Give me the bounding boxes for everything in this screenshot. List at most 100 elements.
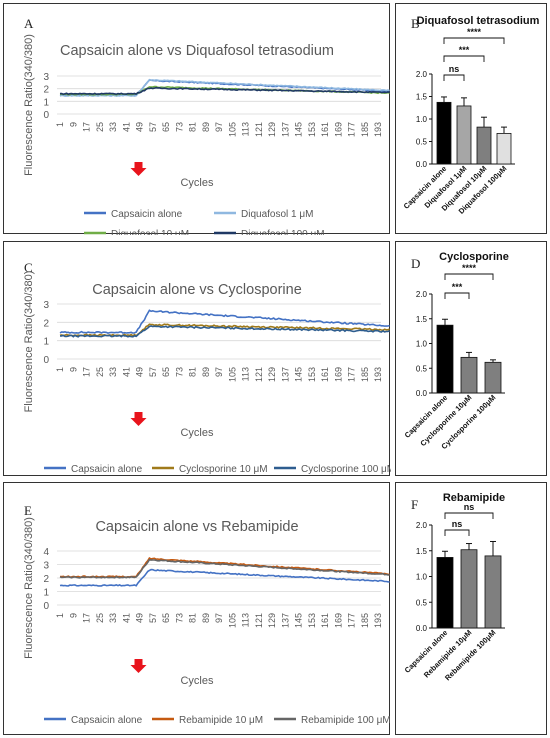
legend-label: Capsaicin alone [71,715,143,726]
significance-label: **** [462,263,477,273]
series-line [59,78,390,97]
y-axis-label: Fluorescence Ratio(340/380) [23,271,35,413]
y-tick-label: 1 [43,97,49,108]
x-tick-label: 185 [360,122,370,137]
x-tick-label: 169 [333,613,343,628]
y-tick-label: 1.5 [416,93,428,102]
y-tick-label: 1.0 [416,115,428,124]
significance-bracket [444,529,470,536]
x-tick-label: 161 [320,122,330,137]
x-tick-label: 121 [254,367,264,382]
y-tick-label: 1.5 [416,547,428,556]
significance-bracket [443,37,505,44]
x-tick-label: 81 [188,613,198,623]
x-tick-label: 1 [55,122,65,127]
x-tick-label: 9 [68,122,78,127]
x-tick-label: 41 [121,122,131,132]
y-tick-label: 1 [43,337,49,348]
x-axis-label: Cycles [180,675,214,687]
x-tick-label: 193 [373,122,383,137]
panel-letter: C [24,260,33,275]
bar [460,356,478,394]
legend-label: Cyclosporine 10 μM [179,464,268,475]
x-tick-label: 169 [333,122,343,137]
y-tick-label: 2 [43,574,49,585]
y-tick-label: 0.0 [416,160,428,169]
y-tick-label: 4 [43,547,49,558]
significance-label: **** [467,27,482,37]
bar [436,324,454,394]
y-tick-label: 3 [43,561,49,572]
x-axis-label: Cycles [180,177,214,189]
panel-letter: B [411,16,420,31]
x-tick-label: 105 [227,367,237,382]
x-tick-label: 193 [373,613,383,628]
y-tick-label: 0 [43,601,49,612]
x-tick-label: 25 [95,122,105,132]
stimulus-arrow-icon [130,659,147,673]
legend-label: Diquafosol 1 μM [241,209,313,220]
x-tick-label: 153 [307,122,317,137]
bar [496,132,512,165]
x-tick-label: 41 [121,613,131,623]
x-tick-label: 193 [373,367,383,382]
significance-label: *** [452,282,463,292]
x-tick-label: 145 [294,122,304,137]
line-panel-a: A Capsaicin alone vs Diquafosol tetrasod… [3,3,390,235]
x-tick-label: 73 [174,613,184,623]
x-tick-label: 81 [188,367,198,377]
y-tick-label: 2 [43,318,49,329]
y-tick-label: 1 [43,588,49,599]
x-tick-label: 65 [161,367,171,377]
bar-panel-b: B Diquafosol tetrasodium 0.0 0.5 1.0 1.5 2.0 C… [395,3,547,234]
y-tick-label: 1.0 [416,340,428,349]
y-tick-label: 2.0 [416,70,428,79]
x-tick-label: 105 [227,613,237,628]
significance-bracket [444,512,494,519]
legend-label: Diquafosol 100 μM [241,229,325,235]
x-tick-label: 129 [267,122,277,137]
legend-label: Capsaicin alone [71,464,143,475]
x-tick-label: 81 [188,122,198,132]
significance-label: ns [464,502,475,512]
y-tick-label: 1.5 [416,315,428,324]
x-tick-label: 25 [95,367,105,377]
bar [436,557,454,629]
panel-letter: E [24,503,32,518]
line-chart-a: Capsaicin alone vs Diquafosol tetrasodiu… [23,34,390,235]
x-tick-label: 161 [320,367,330,382]
x-tick-label: 73 [174,122,184,132]
x-tick-label: 1 [55,613,65,618]
x-tick-label: 177 [347,122,357,137]
stimulus-arrow-icon [130,412,147,426]
y-tick-label: 1.0 [416,573,428,582]
x-tick-label: 89 [201,122,211,132]
x-tick-label: 145 [294,367,304,382]
y-tick-label: 2.0 [416,521,428,530]
x-tick-label: 65 [161,122,171,132]
y-tick-label: 0.5 [416,598,428,607]
line-chart-e: Capsaicin alone vs Rebamipide 0 1 2 3 4 Fluore… [23,517,391,726]
x-tick-label: 169 [333,367,343,382]
x-tick-label: 89 [201,613,211,623]
y-tick-label: 0.0 [416,389,428,398]
y-axis-label: Fluorescence Ratio(340/380) [23,34,35,176]
x-tick-label: 33 [108,613,118,623]
bar-panel-f: F Rebamipide 0.0 0.5 1.0 1.5 2.0 Capsaicin alo… [395,482,547,735]
series-line [60,325,390,338]
x-tick-label: 177 [347,613,357,628]
y-tick-label: 3 [43,300,49,311]
bar [484,555,502,629]
panel-letter: A [24,16,34,31]
significance-bracket [443,55,485,62]
chart-title: Capsaicin alone vs Rebamipide [95,519,298,535]
panel-letter: D [411,256,421,271]
x-tick-label: 153 [307,367,317,382]
x-tick-label: 89 [201,367,211,377]
x-tick-label: 137 [280,367,290,382]
x-tick-label: 25 [95,613,105,623]
x-tick-label: 17 [82,122,92,132]
series-line [59,558,390,579]
